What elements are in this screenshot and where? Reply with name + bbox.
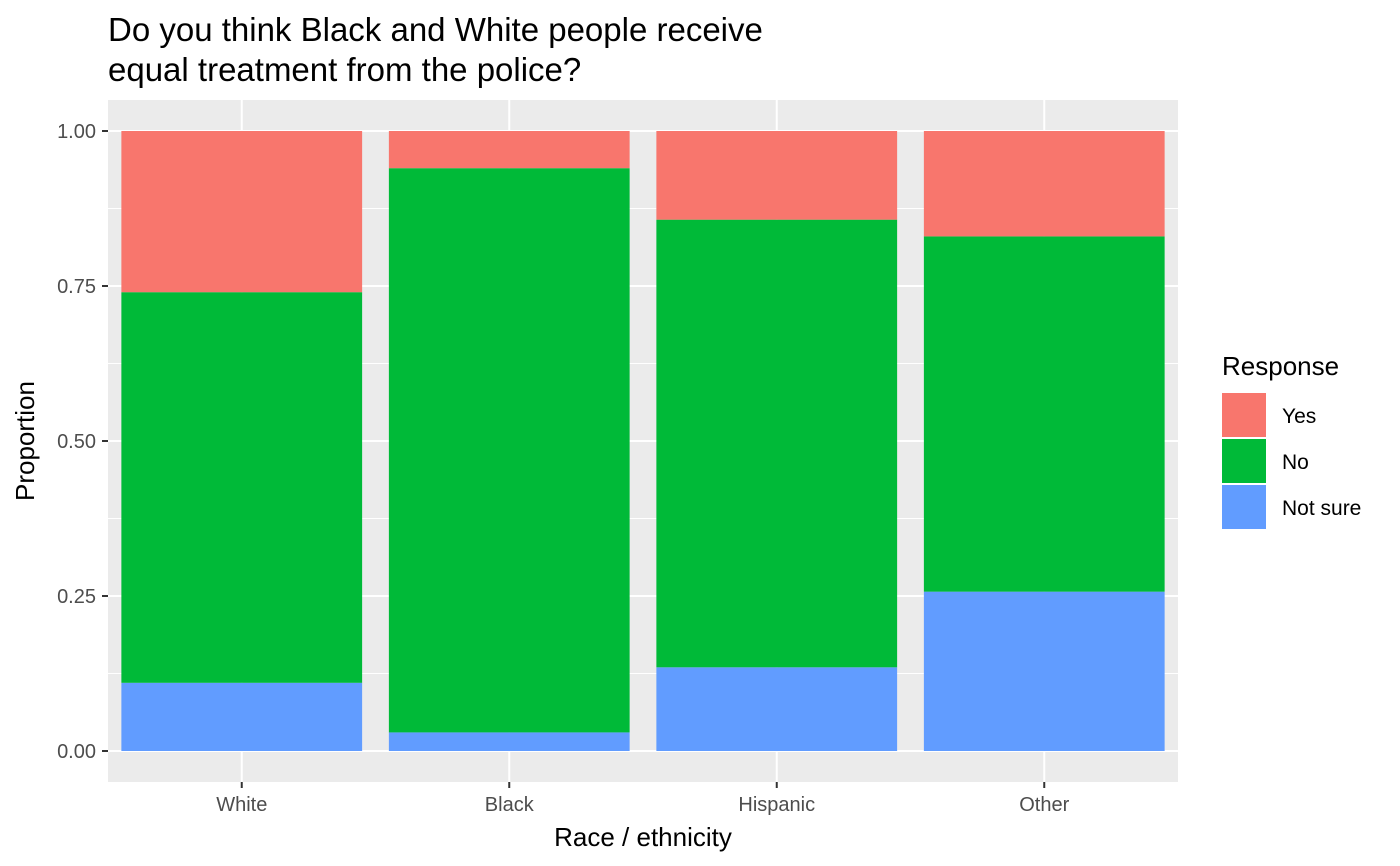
legend-key-no — [1222, 439, 1266, 483]
y-tick-label: 1.00 — [57, 121, 96, 143]
x-axis: White Black Hispanic Other — [216, 782, 1070, 816]
bar-segment-black-no — [388, 168, 630, 733]
x-axis-title: Race / ethnicity — [554, 822, 732, 852]
bar-segment-other-yes — [923, 131, 1165, 237]
bar-segment-white-yes — [121, 131, 363, 293]
legend-key-not-sure — [1222, 485, 1266, 529]
bar-segment-white-not-sure — [121, 682, 363, 751]
legend-label: Not sure — [1282, 497, 1361, 520]
x-tick-label: Other — [1019, 794, 1069, 816]
chart-title-line-2: equal treatment from the police? — [108, 51, 582, 88]
y-axis: 0.00 0.25 0.50 0.75 1.00 — [57, 121, 108, 763]
legend-title: Response — [1222, 351, 1339, 381]
bar-segment-black-yes — [388, 131, 630, 169]
chart-title-line-1: Do you think Black and White people rece… — [108, 11, 763, 48]
bar-segment-black-not-sure — [388, 732, 630, 751]
legend-key-yes — [1222, 393, 1266, 437]
bar-segment-white-no — [121, 292, 363, 683]
y-tick-label: 0.50 — [57, 431, 96, 453]
x-tick-label: Black — [485, 794, 535, 816]
x-tick-label: Hispanic — [738, 794, 815, 816]
legend: Response Yes No Not sure — [1222, 351, 1361, 529]
y-tick-label: 0.25 — [57, 586, 96, 608]
y-tick-label: 0.00 — [57, 741, 96, 763]
y-axis-title: Proportion — [10, 381, 40, 501]
legend-label: Yes — [1282, 405, 1316, 428]
y-tick-label: 0.75 — [57, 276, 96, 298]
chart-title: Do you think Black and White people rece… — [108, 10, 1008, 90]
bar-segment-other-not-sure — [923, 591, 1165, 751]
x-tick-label: White — [216, 794, 267, 816]
bar-segment-hispanic-not-sure — [656, 667, 898, 751]
bar-segment-other-no — [923, 236, 1165, 592]
bar-segment-hispanic-no — [656, 219, 898, 668]
legend-label: No — [1282, 451, 1309, 474]
bars — [121, 131, 1165, 751]
bar-segment-hispanic-yes — [656, 131, 898, 220]
